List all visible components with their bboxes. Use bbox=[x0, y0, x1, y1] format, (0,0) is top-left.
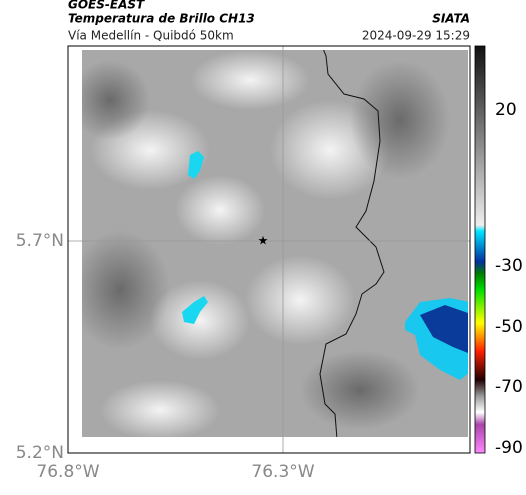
x-label: 76.8°W bbox=[36, 462, 99, 482]
colorbar bbox=[474, 45, 486, 454]
colorbar-label: -70 bbox=[495, 377, 523, 397]
y-label: 5.2°N bbox=[16, 443, 64, 463]
map-frame bbox=[67, 45, 471, 454]
imagery bbox=[82, 50, 468, 437]
colorbar-label: -30 bbox=[495, 256, 523, 276]
org: SIATA bbox=[432, 12, 470, 26]
y-label: 5.7°N bbox=[16, 231, 64, 251]
source: GOES-EAST bbox=[68, 0, 145, 12]
colorbar-label: 20 bbox=[495, 100, 517, 120]
x-label: 76.3°W bbox=[251, 462, 314, 482]
colorbar-label: -90 bbox=[495, 438, 523, 458]
subtitle: Vía Medellín - Quibdó 50km bbox=[68, 29, 234, 43]
title: Temperatura de Brillo CH13 bbox=[68, 12, 255, 26]
location-marker: ★ bbox=[258, 234, 269, 248]
timestamp: 2024-09-29 15:29 bbox=[362, 29, 470, 43]
colorbar-label: -50 bbox=[495, 317, 523, 337]
